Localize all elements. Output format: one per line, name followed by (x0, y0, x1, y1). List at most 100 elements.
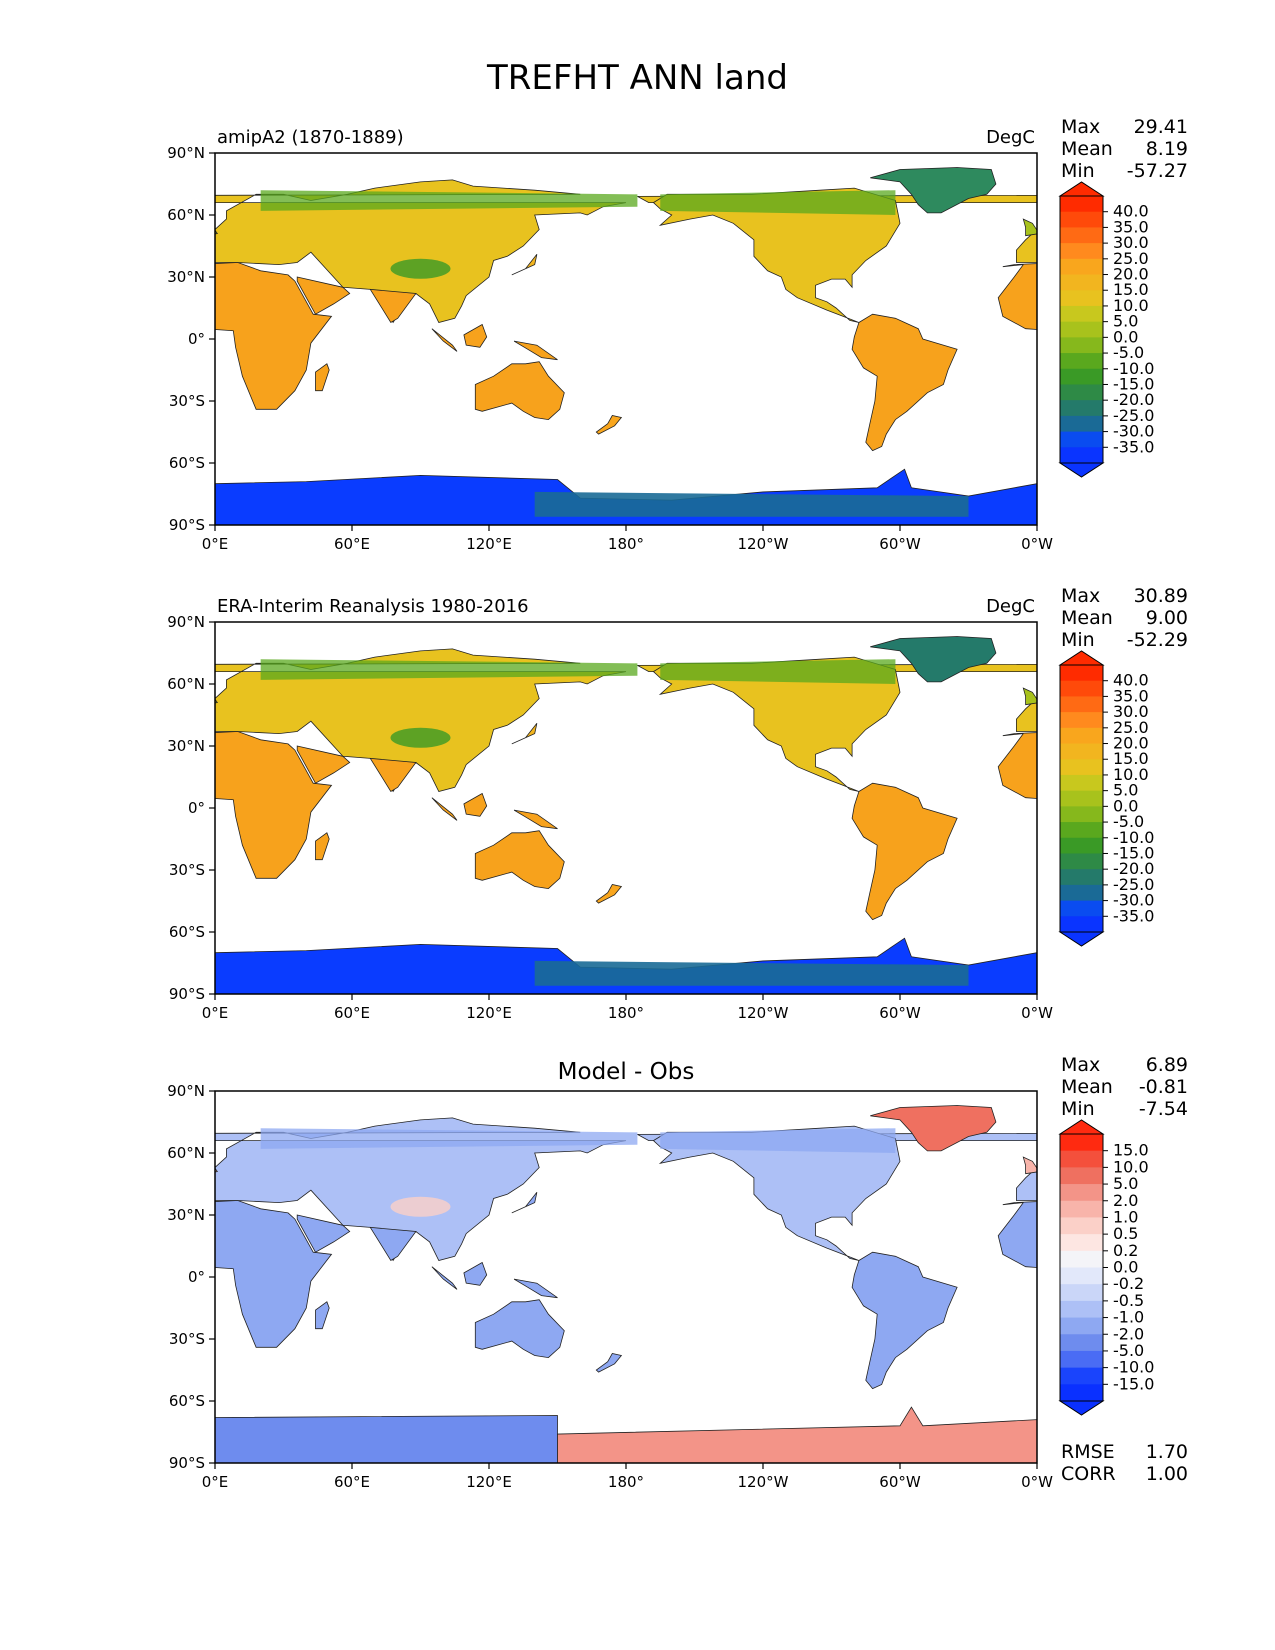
land-india (369, 288, 417, 324)
colorbar-segment (1060, 1300, 1103, 1319)
map-area (215, 622, 1037, 994)
colorbar-segment (1060, 665, 1103, 682)
colorbar-segment (1060, 415, 1103, 433)
land-newguinea (513, 809, 558, 830)
land-samerica (851, 1251, 958, 1390)
y-tick-label: 30°N (167, 1206, 205, 1224)
land-australia (474, 1299, 565, 1359)
y-tick-label: 90°S (169, 1454, 205, 1472)
colorbar-tick-label: 5.0 (1113, 781, 1138, 800)
colorbar-segment (1060, 1367, 1103, 1385)
canada-band (660, 659, 896, 684)
stats-block: Max 30.89 Mean 9.00 Min -52.29 (1061, 585, 1188, 651)
x-tick-label: 60°E (334, 1473, 370, 1491)
colorbar-tick-label: -35.0 (1113, 906, 1154, 925)
y-tick-label: 60°S (169, 923, 205, 941)
land-sumatra (431, 797, 458, 821)
land-africa-wrap (997, 1201, 1037, 1268)
colorbar-segment (1060, 1134, 1103, 1152)
colorbar-segment (1060, 290, 1103, 307)
stats-block: Max 6.89 Mean -0.81 Min -7.54 RMSE 1.70 CORR 1.00 (1061, 1054, 1188, 1485)
land-nz (595, 1353, 623, 1373)
colorbar-segment (1060, 1350, 1103, 1369)
colorbar-segment (1060, 1200, 1103, 1219)
y-tick-label: 60°N (167, 206, 205, 224)
y-tick-label: 30°S (169, 861, 205, 879)
colorbar-tick-label: 30.0 (1113, 233, 1149, 252)
colorbar-segment (1060, 900, 1103, 917)
land-madagascar (315, 363, 330, 392)
y-tick-label: 90°S (169, 516, 205, 534)
land-australia (474, 361, 565, 421)
x-tick-label: 60°E (334, 535, 370, 553)
colorbar-segment (1060, 227, 1103, 244)
colorbar-segment (1060, 837, 1103, 855)
y-tick-label: 0° (188, 799, 205, 817)
colorbar-segment (1060, 1184, 1103, 1202)
colorbar-segment (1060, 274, 1103, 291)
colorbar-segment (1060, 712, 1103, 729)
colorbar-segment (1060, 1234, 1103, 1252)
colorbar-tick-label: -30.0 (1113, 422, 1154, 441)
units-label: DegC (986, 127, 1035, 148)
colorbar-segment (1060, 1167, 1103, 1185)
colorbar-segment (1060, 305, 1103, 323)
colorbar-tick-label: 1.0 (1113, 1207, 1138, 1226)
colorbar-segment (1060, 680, 1103, 698)
colorbar-frame (1059, 195, 1104, 464)
stat-value: 9.00 (1146, 607, 1188, 629)
y-tick-label: 60°S (169, 1392, 205, 1410)
panel-model: amipA2 (1870-1889) DegC 0°E 60°E 120°E 180° 12… (167, 116, 1188, 553)
y-tick-label: 30°N (167, 268, 205, 286)
stat-value: -52.29 (1127, 629, 1188, 651)
colorbar-segment (1060, 774, 1103, 792)
colorbar-tick-label: 15.0 (1113, 749, 1149, 768)
colorbar-segment (1060, 321, 1103, 338)
land-uk-wrap (1022, 218, 1037, 237)
panel-diff: Model - Obs 0°E 60°E 120°E 180° 120°W 60°W 0°W 9… (167, 1054, 1188, 1491)
x-tick-label: 0°E (202, 1004, 229, 1022)
canada-band (660, 190, 896, 215)
y-tick-label: 60°N (167, 1144, 205, 1162)
land-borneo (463, 792, 488, 817)
x-tick-label: 120°E (466, 535, 512, 553)
axes: 0°E 60°E 120°E 180° 120°W 60°W 0°W 90°N 60°N 30°N… (167, 1082, 1053, 1491)
colorbar-segment (1060, 368, 1103, 386)
colorbar-tick-label: -5.0 (1113, 343, 1144, 362)
y-tick-label: 90°S (169, 985, 205, 1003)
colorbar-tick-label: 15.0 (1113, 280, 1149, 299)
y-tick-label: 90°N (167, 613, 205, 631)
colorbar-arrow-top (1058, 181, 1105, 197)
colorbar-segment (1060, 1217, 1103, 1235)
colorbar-segment (1060, 337, 1103, 354)
colorbar-tick-label: 0.2 (1113, 1241, 1138, 1260)
colorbar-segment (1060, 1267, 1103, 1285)
x-tick-label: 0°W (1021, 1004, 1053, 1022)
stat-label: Max (1061, 585, 1100, 607)
colorbar-tick-label: 0.0 (1113, 796, 1138, 815)
colorbar-segment (1060, 384, 1103, 401)
x-tick-label: 60°E (334, 1004, 370, 1022)
colorbar-tick-label: 10.0 (1113, 1157, 1149, 1176)
colorbar: 40.035.030.025.020.015.010.05.00.0-5.0-1… (1058, 650, 1154, 947)
stat-value: 8.19 (1146, 138, 1188, 160)
colorbar-tick-label: 25.0 (1113, 249, 1149, 268)
y-tick-label: 60°N (167, 675, 205, 693)
land-arabia (296, 745, 351, 784)
land-sumatra (431, 328, 458, 352)
land-newguinea (513, 340, 558, 361)
map-area (215, 1091, 1037, 1463)
stat-label: CORR (1061, 1463, 1116, 1485)
west-antarctica-shelf (534, 960, 969, 986)
colorbar-tick-label: 20.0 (1113, 265, 1149, 284)
stat-label: Max (1061, 1054, 1100, 1076)
colorbar-tick-label: -15.0 (1113, 843, 1154, 862)
stat-label: RMSE (1061, 1441, 1115, 1463)
y-tick-label: 30°N (167, 737, 205, 755)
stat-value: 6.89 (1146, 1054, 1188, 1076)
colorbar-frame (1059, 664, 1104, 933)
stat-value: 1.00 (1146, 1463, 1188, 1485)
colorbar-tick-label: -0.5 (1113, 1291, 1144, 1310)
colorbar-tick-label: -25.0 (1113, 875, 1154, 894)
stat-label: Mean (1061, 1076, 1113, 1098)
